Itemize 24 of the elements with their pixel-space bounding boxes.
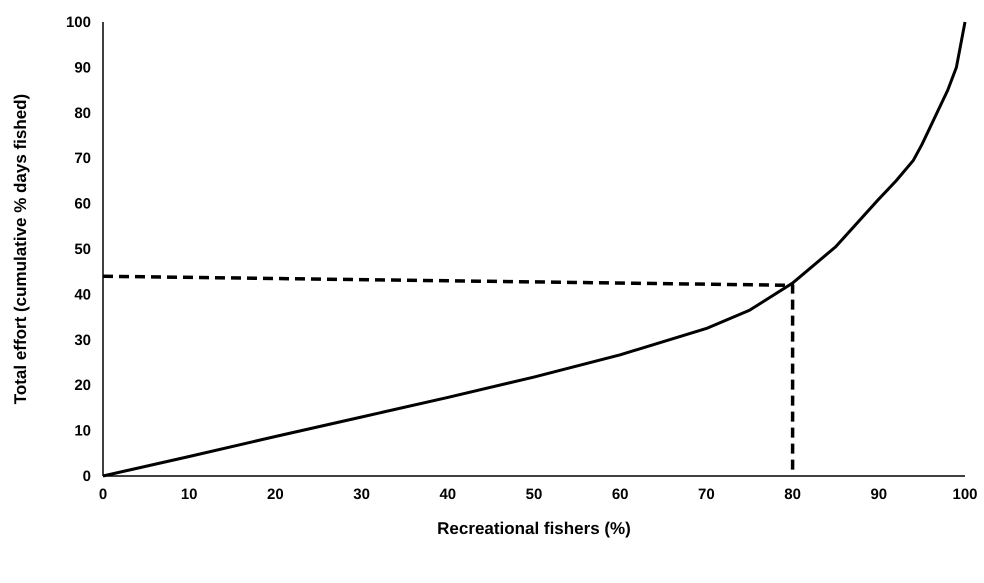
y-tick-label: 30 bbox=[74, 332, 91, 349]
y-tick-label: 60 bbox=[74, 196, 91, 213]
x-tick-label: 0 bbox=[98, 486, 108, 503]
y-tick-label: 70 bbox=[74, 150, 91, 168]
x-tick-label: 50 bbox=[526, 486, 542, 503]
x-tick-label: 80 bbox=[784, 486, 801, 503]
x-axis-title: Recreational fishers (%) bbox=[437, 519, 631, 538]
y-tick-label: 50 bbox=[74, 241, 91, 258]
x-tick-label: 40 bbox=[439, 486, 456, 503]
y-tick-label: 90 bbox=[74, 59, 91, 76]
x-tick-label: 90 bbox=[870, 486, 888, 503]
x-tick-label: 10 bbox=[180, 486, 198, 503]
x-tick-label: 70 bbox=[698, 486, 715, 503]
y-tick-label: 0 bbox=[82, 468, 91, 485]
x-tick-label: 20 bbox=[267, 486, 284, 503]
y-tick-label: 20 bbox=[74, 377, 91, 394]
x-tick-label: 30 bbox=[353, 486, 370, 503]
y-axis-title: Total effort (cumulative % days fished) bbox=[11, 94, 30, 404]
x-tick-label: 100 bbox=[952, 486, 978, 503]
y-tick-label: 10 bbox=[74, 422, 91, 440]
x-tick-label: 60 bbox=[612, 486, 629, 503]
y-tick-label: 100 bbox=[66, 14, 91, 31]
y-tick-label: 80 bbox=[74, 104, 91, 122]
y-tick-label: 40 bbox=[74, 286, 91, 304]
